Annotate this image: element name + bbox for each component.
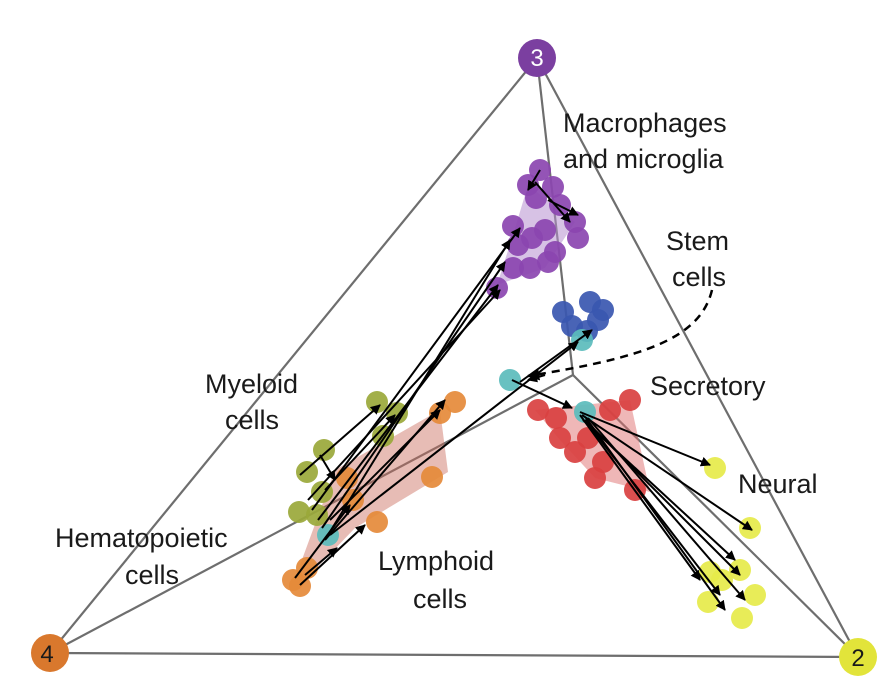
point-transition — [574, 401, 596, 423]
trajectory-arrow — [299, 404, 381, 476]
point-macrophages — [519, 257, 541, 279]
point-neural — [704, 457, 726, 479]
point-transition — [499, 369, 521, 391]
point-secretory — [545, 407, 567, 429]
edge-4-2 — [49, 651, 859, 659]
trajectory-arrow — [294, 504, 351, 579]
trajectory-arrow — [585, 417, 726, 611]
point-secretory — [584, 467, 606, 489]
point-secretory — [549, 427, 571, 449]
label-lymphoid-line2: cells — [413, 584, 467, 614]
trajectory-arrow — [582, 419, 736, 561]
label-macrophages-line2: and microglia — [563, 144, 725, 174]
point-secretory — [564, 441, 586, 463]
point-lymphoid — [336, 467, 358, 489]
vertex-4: 4 — [31, 634, 69, 672]
label-myeloid-line1: Myeloid — [205, 369, 298, 399]
label-stem-line1: Stem — [666, 226, 729, 256]
vertex-4-label: 4 — [40, 641, 53, 668]
point-myeloid — [313, 439, 335, 461]
point-macrophages — [502, 257, 524, 279]
point-macrophages — [525, 187, 547, 209]
trajectory-arrow — [319, 454, 336, 481]
label-lymphoid-line1: Lymphoid — [378, 546, 494, 576]
vertex-2: 2 — [839, 638, 877, 676]
stem-cells-dashed-arrow — [526, 289, 714, 381]
point-macrophages — [542, 176, 564, 198]
trajectory-arrow — [547, 199, 579, 216]
label-secretory-line1: Secretory — [650, 371, 766, 401]
edge-3-4 — [49, 57, 538, 654]
label-hematopoietic-line2: cells — [125, 560, 179, 590]
label-hematopoietic: Hematopoietic cells — [55, 523, 235, 590]
point-macrophages — [507, 234, 529, 256]
label-neural-line1: Neural — [738, 469, 818, 499]
trajectory-arrow — [579, 414, 701, 581]
vertex-3: 3 — [518, 39, 556, 77]
label-secretory: Secretory — [650, 371, 766, 401]
edge-3-2 — [536, 57, 859, 658]
trajectory-arrow — [511, 379, 573, 409]
point-macrophages — [567, 227, 589, 249]
trajectory-arrow — [579, 411, 711, 467]
point-neural — [697, 591, 719, 613]
point-myeloid — [288, 501, 310, 523]
label-neural: Neural — [738, 469, 818, 499]
trajectory-arrow — [519, 329, 593, 383]
label-lymphoid: Lymphoid cells — [378, 546, 502, 614]
point-lymphoid — [366, 511, 388, 533]
cluster-hulls — [300, 185, 650, 580]
trajectory-arrow — [307, 289, 501, 501]
label-myeloid-line2: cells — [225, 405, 279, 435]
trajectory-arrow — [324, 399, 446, 541]
point-secretory — [527, 399, 549, 421]
point-macrophages — [537, 251, 559, 273]
point-neural — [744, 584, 766, 606]
point-lymphoid — [421, 466, 443, 488]
trajectory-arrow — [581, 414, 753, 531]
point-neural — [731, 607, 753, 629]
trajectory-arrow — [329, 341, 579, 536]
point-macrophages — [502, 215, 524, 237]
label-hematopoietic-line1: Hematopoietic — [55, 523, 228, 553]
point-secretory — [599, 399, 621, 421]
point-secretory — [619, 389, 641, 411]
point-myeloid — [296, 461, 318, 483]
vertex-3-label: 3 — [530, 45, 543, 72]
trajectory-arrows — [294, 169, 753, 611]
label-stem-line2: cells — [672, 262, 726, 292]
vertex-2-label: 2 — [851, 645, 864, 672]
label-stem: Stem cells — [666, 226, 737, 292]
point-myeloid — [366, 391, 388, 413]
label-macrophages-line1: Macrophages — [563, 108, 727, 138]
trajectory-arrow — [311, 227, 521, 511]
trajectory-arrow — [527, 169, 541, 191]
label-myeloid: Myeloid cells — [205, 369, 306, 435]
trajectory-arrow — [324, 414, 396, 491]
trajectory-arrow — [304, 547, 338, 576]
label-macrophages: Macrophages and microglia — [563, 108, 734, 174]
